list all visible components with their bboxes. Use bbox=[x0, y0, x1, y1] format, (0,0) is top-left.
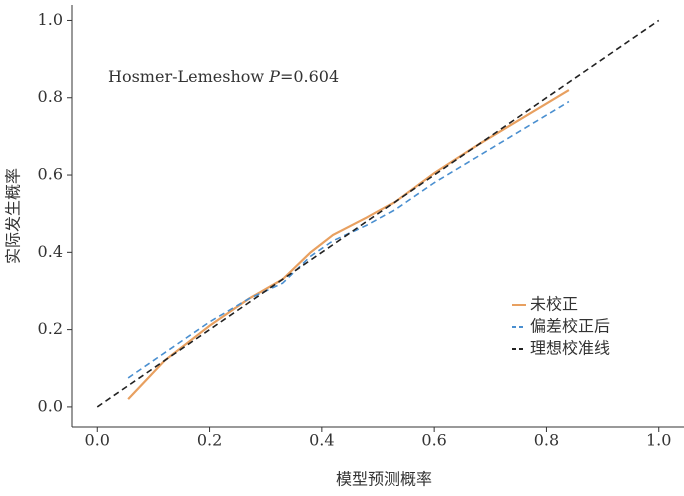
x-tick-label: 0.0 bbox=[85, 431, 110, 450]
x-tick-label: 1.0 bbox=[646, 431, 671, 450]
x-tick-label: 0.2 bbox=[197, 431, 222, 450]
annotation: Hosmer-Lemeshow P=0.604 bbox=[108, 67, 339, 86]
legend-label: 理想校准线 bbox=[530, 339, 610, 358]
y-tick-label: 1.0 bbox=[38, 10, 63, 29]
x-axis-label: 模型预测概率 bbox=[336, 470, 432, 489]
y-tick-label: 0.8 bbox=[38, 87, 63, 106]
x-tick-label: 0.8 bbox=[534, 431, 559, 450]
y-tick-label: 0.0 bbox=[38, 396, 63, 415]
annotation-stat: P bbox=[268, 67, 280, 86]
y-tick-label: 0.2 bbox=[38, 319, 63, 338]
annotation-label: Hosmer-Lemeshow bbox=[108, 67, 264, 86]
y-axis-label: 实际发生概率 bbox=[4, 168, 23, 264]
legend-label: 偏差校正后 bbox=[530, 317, 610, 336]
series-line bbox=[96, 19, 660, 408]
x-tick-label: 0.6 bbox=[421, 431, 446, 450]
series-line bbox=[127, 89, 570, 400]
y-tick-label: 0.4 bbox=[38, 242, 63, 261]
legend-label: 未校正 bbox=[530, 295, 578, 314]
x-tick-label: 0.4 bbox=[309, 431, 334, 450]
y-tick-label: 0.6 bbox=[38, 165, 63, 184]
annotation-value: =0.604 bbox=[280, 67, 339, 86]
